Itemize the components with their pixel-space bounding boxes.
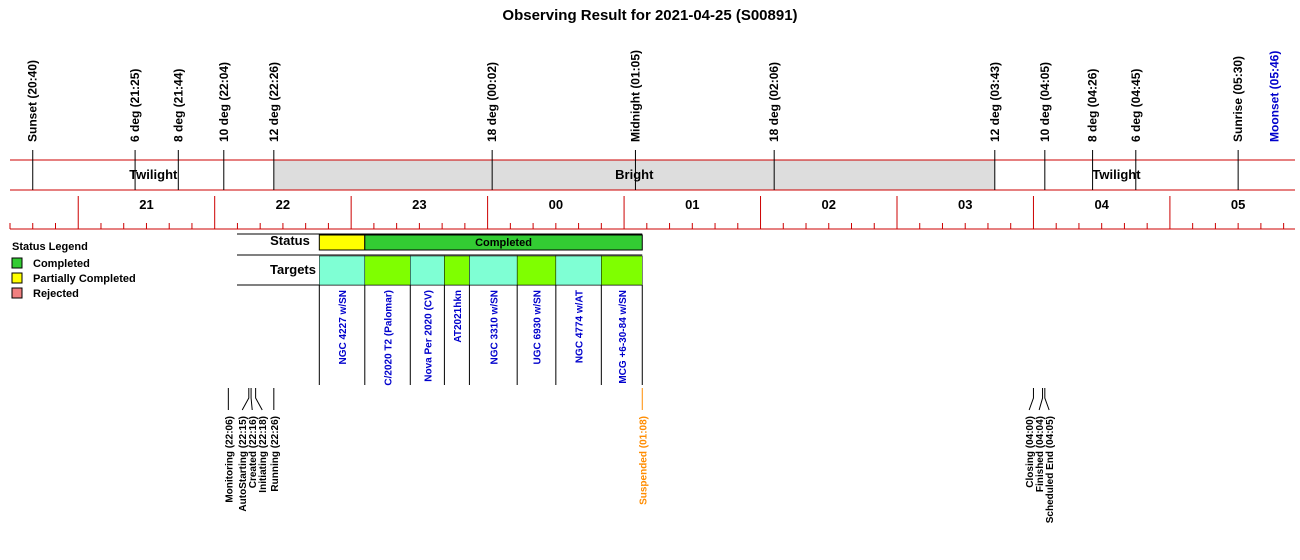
target-block-7	[601, 255, 643, 286]
status-event-label-4: Running (22:26)	[270, 416, 281, 492]
event-label-6: Midnight (01:05)	[628, 50, 642, 142]
event-label-8: 12 deg (03:43)	[988, 62, 1002, 142]
hour-label-0: 21	[139, 197, 153, 212]
status-segment-0	[318, 234, 366, 251]
legend-label-0: Completed	[33, 258, 90, 270]
event-label-5: 18 deg (00:02)	[485, 62, 499, 142]
status-event-marker-6	[1028, 388, 1034, 411]
hour-label-8: 05	[1231, 197, 1245, 212]
status-event-marker-1	[241, 388, 250, 411]
target-block-4	[469, 255, 518, 286]
event-label-13: Moonset (05:46)	[1268, 51, 1282, 142]
sky-period-label-0: Twilight	[129, 167, 178, 182]
status-legend: Status Legend Completed Partially Complet…	[11, 241, 136, 300]
target-name-6: NGC 4774 w/AT	[575, 290, 586, 363]
target-block-3	[444, 255, 470, 286]
sky-period-label-2: Twilight	[1092, 167, 1141, 182]
event-label-3: 10 deg (22:04)	[217, 62, 231, 142]
event-label-11: 6 deg (04:45)	[1129, 69, 1143, 142]
legend-swatch-2	[11, 287, 23, 299]
status-event-label-2: Created (22:16)	[248, 416, 259, 488]
hour-label-2: 23	[412, 197, 426, 212]
hour-label-1: 22	[276, 197, 290, 212]
target-block-5	[516, 255, 557, 286]
target-name-0: NGC 4227 w/SN	[338, 290, 349, 364]
hour-label-3: 00	[549, 197, 563, 212]
event-label-0: Sunset (20:40)	[26, 60, 40, 142]
sky-period-0	[32, 160, 274, 190]
event-label-2: 8 deg (21:44)	[171, 69, 185, 142]
legend-title: Status Legend	[12, 241, 88, 253]
status-row-label: Status	[270, 233, 310, 248]
status-event-label-5: Suspended (01:08)	[638, 416, 649, 505]
target-block-0	[319, 255, 366, 286]
chart-title: Observing Result for 2021-04-25 (S00891)	[502, 7, 797, 24]
status-event-label-6: Closing (04:00)	[1025, 416, 1036, 488]
target-name-7: MCG +6-30-84 w/SN	[618, 290, 629, 384]
event-label-10: 8 deg (04:26)	[1086, 69, 1100, 142]
target-name-3: AT2021hkn	[453, 290, 464, 343]
target-block-2	[410, 255, 445, 286]
event-label-9: 10 deg (04:05)	[1038, 62, 1052, 142]
legend-swatch-0	[11, 257, 23, 269]
legend-label-2: Rejected	[33, 288, 79, 300]
sky-period-1	[273, 160, 995, 190]
status-event-marker-7	[1038, 388, 1044, 411]
sky-period-label-1: Bright	[615, 167, 654, 182]
status-event-label-7: Finished (04:04)	[1035, 416, 1046, 492]
status-event-label-8: Scheduled End (04:05)	[1045, 416, 1056, 523]
legend-swatch-1	[11, 272, 23, 284]
hour-label-7: 04	[1094, 197, 1109, 212]
target-block-6	[555, 255, 602, 286]
hour-label-6: 03	[958, 197, 972, 212]
status-event-label-3: Initiating (22:18)	[258, 416, 269, 493]
sky-period-2	[994, 160, 1239, 190]
hour-label-4: 01	[685, 197, 699, 212]
event-label-7: 18 deg (02:06)	[767, 62, 781, 142]
legend-label-1: Partially Completed	[33, 273, 136, 285]
target-name-2: Nova Per 2020 (CV)	[423, 290, 434, 382]
target-name-4: NGC 3310 w/SN	[489, 290, 500, 364]
status-event-label-0: Monitoring (22:06)	[224, 416, 235, 503]
event-label-12: Sunrise (05:30)	[1231, 56, 1245, 142]
target-block-1	[364, 255, 411, 286]
event-label-1: 6 deg (21:25)	[128, 69, 142, 142]
status-event-label-1: AutoStarting (22:15)	[238, 416, 249, 512]
hour-label-5: 02	[822, 197, 836, 212]
target-name-5: UGC 6930 w/SN	[533, 290, 544, 364]
status-event-marker-8	[1044, 388, 1050, 411]
status-segment-label-1: Completed	[475, 237, 532, 249]
status-event-marker-2	[250, 388, 253, 411]
event-label-4: 12 deg (22:26)	[267, 62, 281, 142]
status-segment-1	[364, 234, 643, 251]
status-event-marker-3	[255, 388, 263, 411]
target-name-1: C/2020 T2 (Palomar)	[384, 290, 395, 386]
targets-row-label: Targets	[270, 262, 316, 277]
